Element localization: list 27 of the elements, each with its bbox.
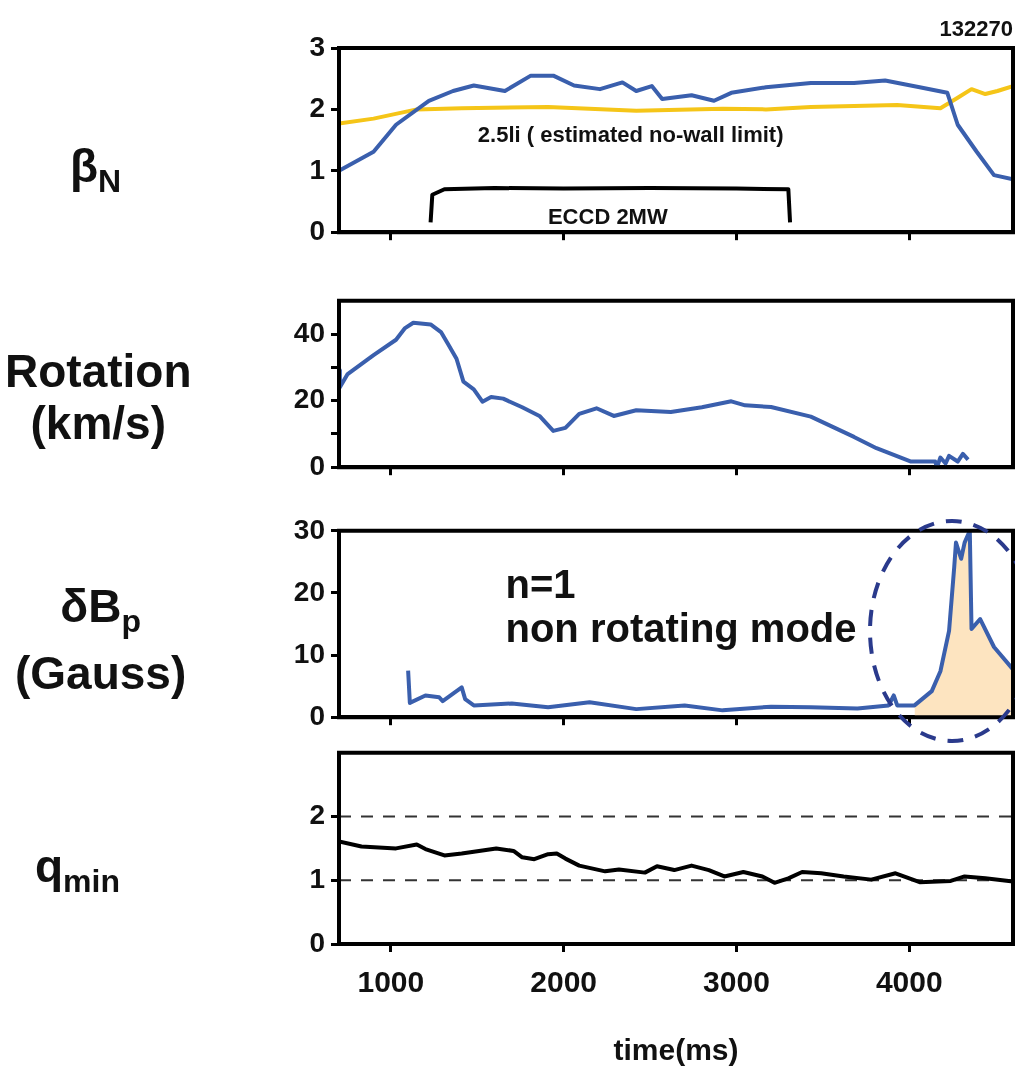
y-tick-label: 0	[309, 214, 325, 246]
y-tick-label: 2	[309, 92, 325, 124]
y-tick-label: 20	[293, 383, 325, 415]
y-tick-label: 0	[309, 926, 325, 958]
y-tick-label: 0	[309, 699, 325, 731]
text: 132270	[939, 15, 1013, 41]
x-axis-title: time(ms)	[613, 1033, 739, 1067]
y-tick-label: 10	[293, 637, 325, 669]
annotation: n=1 non rotating mode	[505, 561, 857, 650]
y-tick-label: 30	[293, 513, 325, 545]
y-tick-label: 40	[293, 316, 325, 348]
y-axis-title: Rotation (km/s)	[5, 345, 192, 449]
y-tick-label: 0	[309, 449, 325, 481]
y-tick-label: 20	[293, 575, 325, 607]
x-tick-label: 1000	[357, 965, 425, 999]
y-axis-title: β$_{N}$	[70, 140, 122, 202]
x-tick-label: 3000	[703, 965, 770, 999]
y-tick-label: 2	[309, 799, 325, 831]
y-tick-label: 1	[309, 153, 325, 185]
y-tick-label: 3	[309, 30, 325, 62]
y-axis-title: q$_{min}$	[35, 840, 120, 902]
x-tick-label: 4000	[875, 965, 943, 999]
x-tick-label: 2000	[530, 965, 598, 999]
annotation: ECCD 2MW	[547, 204, 668, 230]
annotation: 2.5li ( estimated no-wall limit)	[477, 122, 784, 148]
y-tick-label: 1	[309, 862, 325, 894]
y-axis-title: δB$_{p}$ (Gauss)	[15, 580, 187, 700]
